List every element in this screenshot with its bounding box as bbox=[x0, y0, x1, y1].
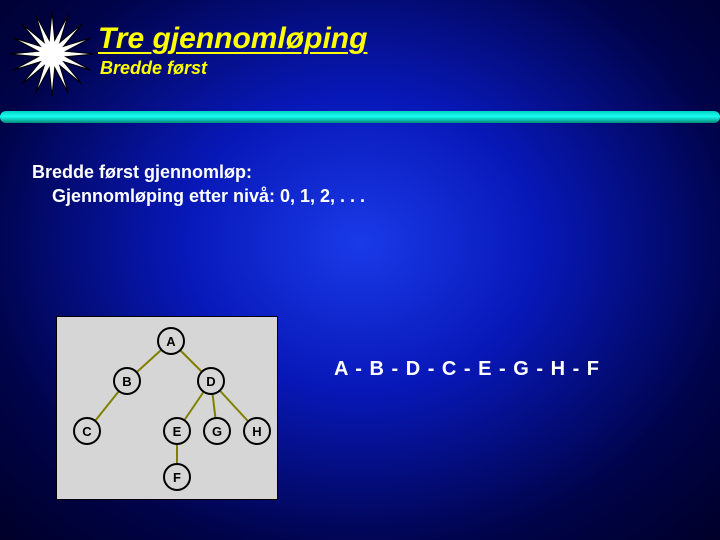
tree-node-g: G bbox=[203, 417, 231, 445]
tree-node-c: C bbox=[73, 417, 101, 445]
tree-node-f: F bbox=[163, 463, 191, 491]
tree-diagram: AB D C EGH F bbox=[56, 316, 278, 500]
title-block: Tre gjennomløping Bredde først bbox=[98, 22, 367, 79]
tree-node-b: B bbox=[113, 367, 141, 395]
body-line-2: Gjennomløping etter nivå: 0, 1, 2, . . . bbox=[52, 184, 365, 208]
tree-node-e: E bbox=[163, 417, 191, 445]
slide-title: Tre gjennomløping bbox=[98, 22, 367, 56]
tree-node-a: A bbox=[157, 327, 185, 355]
divider-bar bbox=[0, 110, 720, 124]
body-line-1: Bredde først gjennomløp: bbox=[32, 160, 365, 184]
tree-node-h: H bbox=[243, 417, 271, 445]
star-bullet-icon bbox=[8, 10, 96, 98]
tree-node-d: D bbox=[197, 367, 225, 395]
body-text: Bredde først gjennomløp: Gjennomløping e… bbox=[32, 160, 365, 209]
traversal-sequence: A - B - D - C - E - G - H - F bbox=[334, 358, 600, 381]
slide-subtitle: Bredde først bbox=[100, 58, 367, 79]
